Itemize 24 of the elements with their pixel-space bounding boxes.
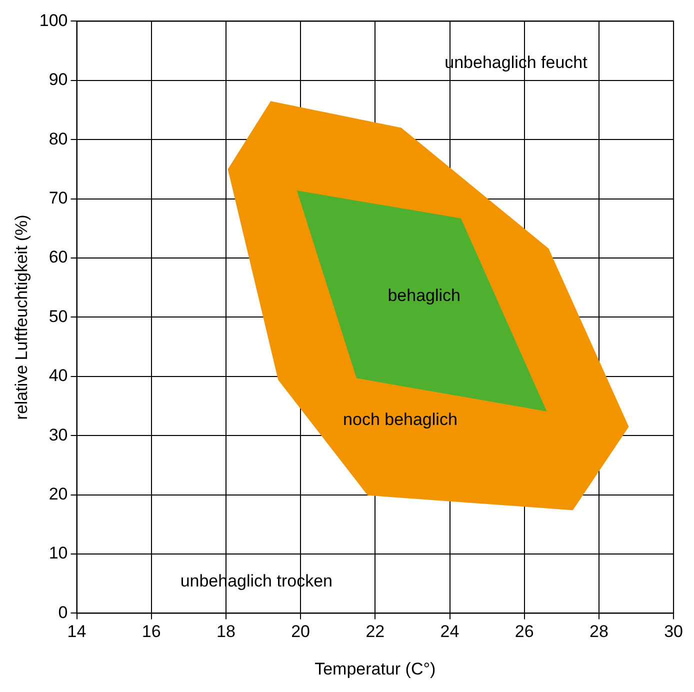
y-axis-title: relative Luftfeuchtigkeit (%) [12, 214, 31, 420]
x-tick-label: 20 [291, 622, 310, 642]
x-tick-label: 18 [216, 622, 236, 642]
x-tick-label: 28 [589, 622, 608, 642]
y-tick-label: 0 [58, 602, 68, 622]
x-tick-label: 26 [514, 622, 534, 642]
y-tick-label: 40 [48, 366, 68, 386]
y-tick-label: 80 [48, 129, 68, 148]
y-tick-label: 30 [48, 425, 68, 444]
y-tick-label: 70 [48, 188, 68, 208]
y-tick-label: 90 [48, 70, 68, 90]
x-tick-label: 14 [67, 622, 86, 642]
x-tick-label: 22 [366, 622, 385, 642]
annotation: noch behaglich [343, 410, 458, 429]
y-tick-label: 50 [48, 306, 68, 326]
annotation: behaglich [388, 286, 460, 306]
y-tick-label: 100 [39, 10, 68, 30]
x-tick-label: 16 [142, 622, 161, 642]
y-tick-label: 10 [48, 544, 68, 563]
x-tick-label: 30 [664, 622, 684, 642]
x-axis-title: Temperatur (C°) [314, 659, 436, 678]
y-tick-label: 60 [48, 248, 68, 267]
x-tick-label: 24 [440, 622, 460, 642]
y-tick-label: 20 [48, 484, 68, 504]
